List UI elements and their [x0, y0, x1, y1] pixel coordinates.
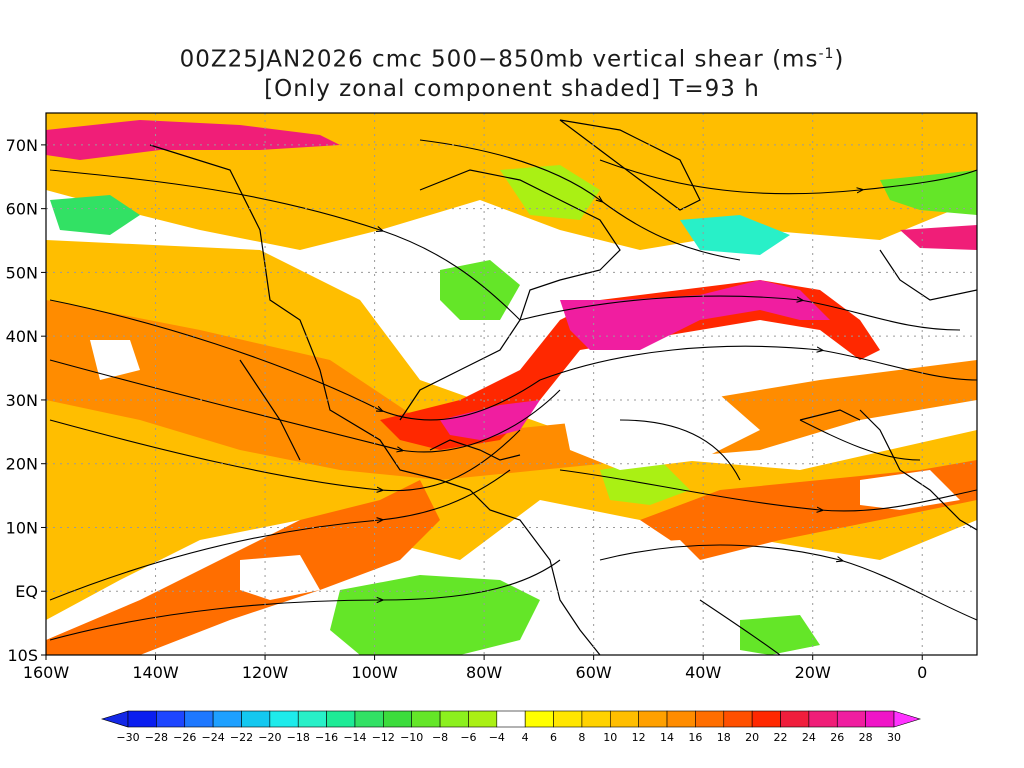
colorbar-label: 28	[859, 731, 873, 744]
colorbar-swatch	[723, 710, 753, 728]
colorbar-swatch	[836, 710, 866, 728]
colorbar-label: −22	[230, 731, 253, 744]
colorbar-label: −8	[432, 731, 448, 744]
lat-label: 70N	[6, 136, 38, 155]
title-unit-superscript: -1	[818, 46, 835, 62]
longitude-labels: 160W 140W 120W 100W 80W 60W 40W 20W 0	[23, 655, 927, 682]
colorbar-swatch	[411, 710, 441, 728]
colorbar-label: −4	[489, 731, 505, 744]
lat-label: EQ	[15, 582, 38, 601]
colorbar-label: 30	[887, 731, 901, 744]
colorbar-low-arrow	[100, 710, 129, 728]
colorbar-swatch	[638, 710, 668, 728]
lon-label: 20W	[795, 663, 831, 682]
title-main-text: 00Z25JAN2026 cmc 500−850mb vertical shea…	[179, 46, 819, 73]
lat-label: 10S	[7, 646, 38, 665]
colorbar-swatch	[184, 710, 214, 728]
colorbar-high-arrow	[893, 710, 922, 728]
colorbar-swatch	[326, 710, 356, 728]
colorbar-swatch	[269, 710, 299, 728]
colorbar-swatch	[354, 710, 384, 728]
colorbar-swatch	[695, 710, 725, 728]
lat-label: 20N	[6, 455, 38, 474]
lat-label: 50N	[6, 263, 38, 282]
colorbar-label: −16	[315, 731, 338, 744]
colorbar-swatch	[865, 710, 895, 728]
lon-label: 60W	[576, 663, 612, 682]
colorbar-swatch	[468, 710, 498, 728]
chart-title-line2: [Only zonal component shaded] T=93 h	[264, 76, 760, 102]
colorbar-label: 24	[802, 731, 816, 744]
colorbar-label: 10	[603, 731, 617, 744]
colorbar-label: 16	[688, 731, 702, 744]
colorbar-swatch	[212, 710, 242, 728]
colorbar-label: 12	[632, 731, 646, 744]
colorbar-label: −18	[287, 731, 310, 744]
shading-layer	[46, 113, 977, 655]
colorbar-swatch	[496, 710, 526, 728]
colorbar-swatch	[780, 710, 810, 728]
lon-label: 40W	[685, 663, 721, 682]
colorbar-swatch	[127, 710, 157, 728]
colorbar-swatch	[581, 710, 611, 728]
colorbar-label: −26	[173, 731, 196, 744]
lon-label: 80W	[466, 663, 502, 682]
lon-label: 0	[917, 663, 927, 682]
lon-label: 100W	[351, 663, 398, 682]
colorbar-label: 8	[578, 731, 585, 744]
colorbar-label: −10	[400, 731, 423, 744]
colorbar-swatch	[553, 710, 583, 728]
colorbar-swatch	[439, 710, 469, 728]
colorbar-swatch	[751, 710, 781, 728]
lon-label: 140W	[132, 663, 179, 682]
title-close-paren: )	[834, 46, 845, 73]
colorbar-label: −30	[116, 731, 139, 744]
colorbar-label: −12	[372, 731, 395, 744]
chart-title-line1: 00Z25JAN2026 cmc 500−850mb vertical shea…	[0, 46, 1024, 73]
colorbar-swatch	[609, 710, 639, 728]
colorbar-label: 6	[550, 731, 557, 744]
colorbar-label: −14	[343, 731, 366, 744]
colorbar-swatch	[241, 710, 271, 728]
colorbar-swatch	[156, 710, 186, 728]
colorbar-label: −28	[145, 731, 168, 744]
lat-label: 40N	[6, 327, 38, 346]
streamlines	[49, 139, 977, 655]
lon-label: 160W	[23, 663, 70, 682]
colorbar-swatch	[524, 710, 554, 728]
colorbar-label: 4	[522, 731, 529, 744]
lon-label: 120W	[242, 663, 289, 682]
colorbar-swatch	[297, 710, 327, 728]
colorbar-label: 14	[660, 731, 674, 744]
colorbar-swatch	[808, 710, 838, 728]
lat-label: 10N	[6, 518, 38, 537]
colorbar-label: 22	[774, 731, 788, 744]
latitude-labels: 70N 60N 50N 40N 30N 20N 10N EQ 10S	[6, 136, 46, 665]
lat-label: 60N	[6, 200, 38, 219]
colorbar-swatch	[383, 710, 413, 728]
colorbar-label: 26	[830, 731, 844, 744]
colorbar-label: 20	[745, 731, 759, 744]
colorbar: −30 −28 −26 −24 −22 −20 −18 −16 −14 −12 −10 −8 −6 −4 4…	[100, 710, 922, 744]
colorbar-label: −24	[202, 731, 225, 744]
map-frame	[45, 112, 978, 656]
colorbar-label: −20	[258, 731, 281, 744]
colorbar-label: −6	[460, 731, 476, 744]
gridlines	[46, 113, 977, 655]
colorbar-swatch	[666, 710, 696, 728]
lat-label: 30N	[6, 391, 38, 410]
colorbar-label: 18	[717, 731, 731, 744]
